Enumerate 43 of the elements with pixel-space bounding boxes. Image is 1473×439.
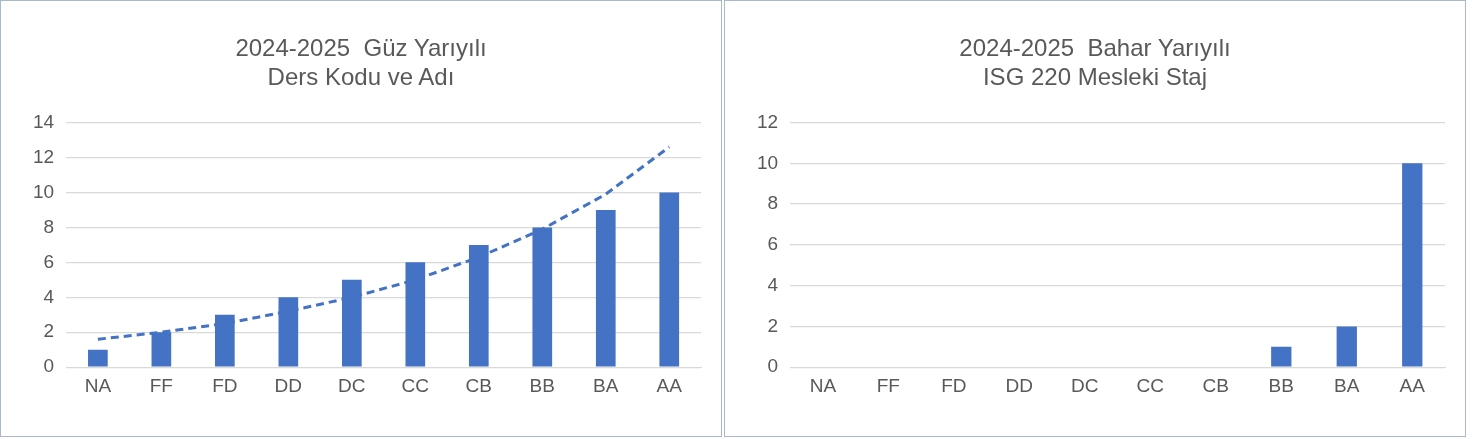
y-tick-label: 4 xyxy=(43,285,55,307)
bar xyxy=(659,192,680,367)
bar xyxy=(1402,163,1423,367)
x-tick-label: BB xyxy=(529,374,555,396)
x-tick-label: FD xyxy=(941,374,967,396)
y-tick-label: 0 xyxy=(767,355,779,377)
y-tick-label: 2 xyxy=(43,320,55,342)
chart-title: 2024-2025 Bahar Yarıyılı ISG 220 Mesleki Staj xyxy=(959,34,1231,90)
x-tick-label: CC xyxy=(401,374,430,396)
x-tick-label: DC xyxy=(1071,374,1099,396)
y-tick-label: 12 xyxy=(756,110,779,132)
x-tick-label: CC xyxy=(1136,374,1165,396)
x-tick-label: DC xyxy=(338,374,366,396)
y-tick-label: 2 xyxy=(767,314,779,336)
x-tick-label: FD xyxy=(212,374,238,396)
y-tick-label: 14 xyxy=(32,110,55,132)
y-tick-label: 6 xyxy=(767,233,779,255)
x-tick-label: CB xyxy=(465,374,492,396)
bar xyxy=(1336,326,1357,367)
x-tick-label: DD xyxy=(1005,374,1034,396)
x-tick-label: DD xyxy=(274,374,303,396)
bar xyxy=(1271,346,1292,367)
y-tick-label: 4 xyxy=(767,273,779,295)
y-tick-label: 8 xyxy=(43,215,55,237)
x-tick-label: BA xyxy=(593,374,619,396)
x-tick-label: FF xyxy=(876,374,900,396)
bar xyxy=(88,349,108,367)
y-tick-label: 8 xyxy=(767,192,779,214)
x-tick-label: BB xyxy=(1268,374,1294,396)
x-tick-label: FF xyxy=(149,374,173,396)
x-tick-label: NA xyxy=(809,374,837,396)
x-tick-label: AA xyxy=(656,374,683,396)
x-tick-label: NA xyxy=(84,374,112,396)
x-tick-label: BA xyxy=(1334,374,1360,396)
chart-title: 2024-2025 Güz Yarıyılı Ders Kodu ve Adı xyxy=(235,34,487,90)
y-tick-label: 6 xyxy=(43,250,55,272)
y-tick-label: 10 xyxy=(756,151,779,173)
y-tick-label: 0 xyxy=(43,355,55,377)
x-tick-label: AA xyxy=(1399,374,1426,396)
y-tick-label: 12 xyxy=(32,145,55,167)
x-tick-label: CB xyxy=(1202,374,1229,396)
y-tick-label: 10 xyxy=(32,180,55,202)
bar xyxy=(595,209,616,367)
